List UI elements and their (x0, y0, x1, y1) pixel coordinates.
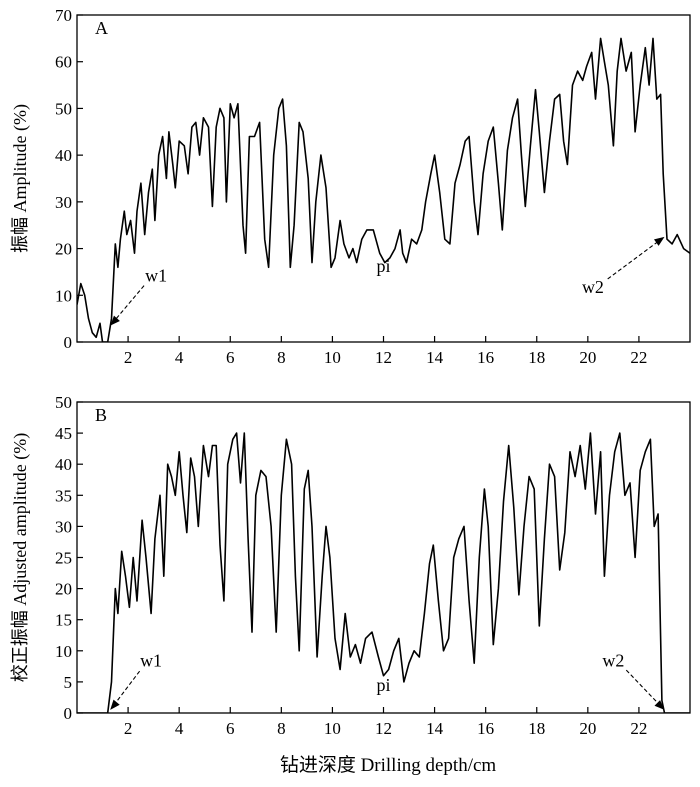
y-tick-label: 20 (55, 240, 72, 259)
x-tick-label: 8 (277, 348, 286, 367)
plot-frame (76, 401, 691, 714)
y-tick-label: 40 (55, 455, 72, 474)
x-tick-label: 12 (375, 719, 392, 738)
x-tick-label: 16 (477, 348, 494, 367)
annotation-arrow-line (111, 670, 141, 709)
y-tick-label: 50 (55, 393, 72, 412)
annotation-arrow-line (607, 237, 664, 280)
y-axis-title: 振幅 Amplitude (%) (10, 104, 31, 253)
panel-b: 2 4 6 8 10 12 14 16 18 20 22 0 5 10 15 20 25 30 35 40 45 50 校正… (10, 393, 691, 738)
y-tick-label: 60 (55, 53, 72, 72)
x-tick-label: 2 (124, 719, 133, 738)
annotation-pi: pi (376, 675, 390, 695)
x-tick-label: 14 (426, 348, 444, 367)
y-tick-label: 30 (55, 193, 72, 212)
x-tick-label: 20 (579, 719, 596, 738)
panel-a: 2 4 6 8 10 12 14 16 18 20 22 0 10 20 30 40 50 60 70 振幅 Ampl… (10, 6, 691, 367)
y-tick-label: 10 (55, 286, 72, 305)
x-tick-label: 22 (630, 719, 647, 738)
series-line (77, 37, 690, 342)
x-tick-label: 16 (477, 719, 494, 738)
y-tick-label: 20 (55, 580, 72, 599)
x-axis-title: 钻进深度 Drilling depth/cm (280, 754, 497, 776)
annotation-w1: w1 (145, 265, 167, 285)
annotation-arrow-head (654, 700, 665, 710)
annotation-arrow-head (654, 236, 665, 246)
y-tick-label: 45 (55, 424, 72, 443)
series-line (77, 432, 690, 713)
x-tick-label: 4 (175, 348, 184, 367)
x-tick-label: 18 (528, 348, 545, 367)
annotation-arrow-line (625, 669, 664, 709)
annotation-pi: pi (376, 256, 390, 276)
panel-label: A (95, 18, 108, 38)
panel-label: B (95, 405, 107, 425)
x-tick-label: 6 (226, 719, 235, 738)
y-tick-label: 0 (64, 704, 73, 723)
y-tick-label: 70 (55, 6, 72, 25)
x-tick-label: 12 (375, 348, 392, 367)
y-tick-label: 0 (64, 333, 73, 352)
y-tick-label: 15 (55, 611, 72, 630)
y-tick-label: 30 (55, 517, 72, 536)
annotation-w2: w2 (582, 277, 604, 297)
y-tick-label: 50 (55, 99, 72, 118)
annotation-w2: w2 (602, 650, 624, 670)
x-tick-label: 10 (324, 719, 341, 738)
annotation-arrow-line (111, 285, 145, 325)
x-tick-label: 22 (630, 348, 647, 367)
x-tick-label: 6 (226, 348, 235, 367)
y-tick-label: 35 (55, 486, 72, 505)
x-tick-label: 4 (175, 719, 184, 738)
y-tick-label: 40 (55, 146, 72, 165)
x-tick-label: 10 (324, 348, 341, 367)
x-tick-label: 14 (426, 719, 444, 738)
annotation-arrow-head (110, 699, 120, 710)
x-tick-label: 8 (277, 719, 286, 738)
y-tick-label: 10 (55, 642, 72, 661)
y-tick-label: 5 (64, 673, 73, 692)
x-tick-label: 20 (579, 348, 596, 367)
x-tick-label: 18 (528, 719, 545, 738)
x-tick-label: 2 (124, 348, 133, 367)
annotation-arrow-head (110, 315, 120, 326)
y-tick-label: 25 (55, 549, 72, 568)
y-axis-title: 校正振幅 Adjusted amplitude (%) (10, 433, 31, 682)
annotation-w1: w1 (140, 650, 162, 670)
